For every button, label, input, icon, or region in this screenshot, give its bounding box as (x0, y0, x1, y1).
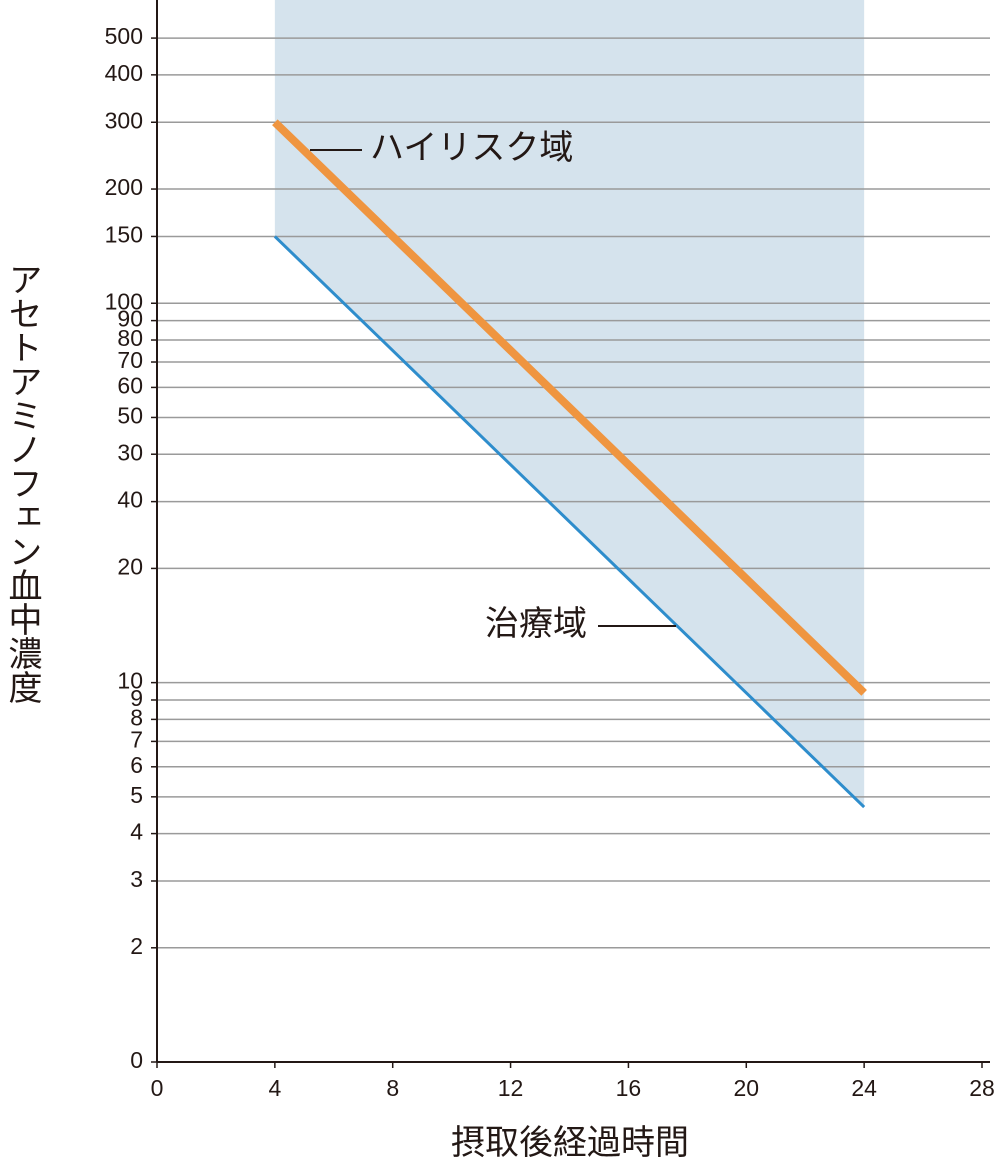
x-tick-label: 24 (851, 1075, 877, 1101)
y-axis-label: アセトアミノフェン血中濃度 (3, 262, 41, 704)
y-tick-label: 50 (117, 403, 143, 429)
x-tick-label: 20 (733, 1075, 759, 1101)
x-axis-label: 摂取後経過時間 (451, 1124, 689, 1162)
series-label: 治療域 (485, 605, 587, 643)
y-tick-label: 9 (130, 685, 143, 711)
y-tick-label: 70 (117, 347, 143, 373)
y-tick-label: 20 (117, 553, 143, 579)
y-tick-label: 500 (105, 23, 143, 49)
x-tick-label: 28 (969, 1075, 995, 1101)
y-tick-label: 3 (130, 866, 143, 892)
x-tick-label: 4 (268, 1075, 281, 1101)
y-tick-label: 7 (130, 726, 143, 752)
y-tick-label: 0 (130, 1047, 143, 1073)
y-tick-label: 40 (117, 487, 143, 513)
x-tick-label: 16 (616, 1075, 642, 1101)
y-tick-label: 10 (117, 668, 143, 694)
y-tick-label: 80 (117, 325, 143, 351)
y-tick-label: 8 (130, 704, 143, 730)
x-tick-label: 8 (386, 1075, 399, 1101)
y-tick-label: 90 (117, 306, 143, 332)
series-line (272, 119, 867, 696)
y-tick-label: 2 (130, 933, 143, 959)
y-tick-label: 4 (130, 819, 143, 845)
y-tick-label: 5 (130, 782, 143, 808)
y-tick-label: 100 (105, 288, 143, 314)
y-tick-label: 6 (130, 752, 143, 778)
y-tick-label: 150 (105, 222, 143, 248)
y-tick-label: 200 (105, 174, 143, 200)
y-tick-label: 60 (117, 372, 143, 398)
x-tick-label: 0 (151, 1075, 164, 1101)
y-tick-label: 30 (117, 439, 143, 465)
x-tick-label: 12 (498, 1075, 524, 1101)
series-label: ハイリスク域 (370, 129, 573, 167)
series-line (273, 235, 866, 809)
y-tick-label: 300 (105, 107, 143, 133)
y-tick-label: 400 (105, 60, 143, 86)
